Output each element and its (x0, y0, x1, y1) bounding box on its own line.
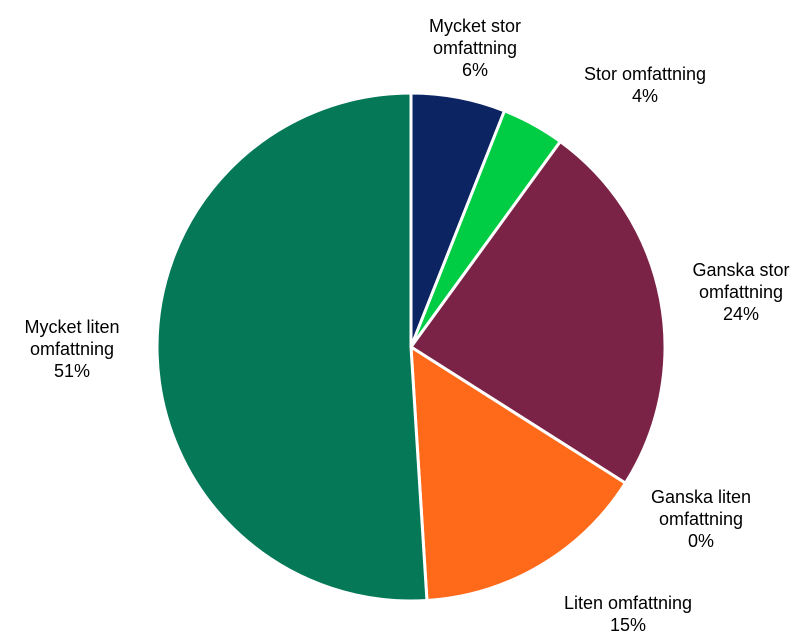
slice-category-label: omfattning (30, 339, 114, 359)
slice-category-label: Ganska liten (651, 487, 751, 507)
slice-label-3: Ganska liten omfattning 0% (651, 487, 751, 551)
pie-slice-5 (155, 91, 429, 603)
slice-percent-label: 24% (723, 304, 759, 324)
slice-label-0: Mycket stor omfattning 6% (429, 16, 521, 80)
slice-label-4: Liten omfattning 15% (564, 593, 692, 633)
slice-category-label: omfattning (659, 509, 743, 529)
slice-category-label: Ganska stor (692, 260, 789, 280)
slice-label-2: Ganska stor omfattning 24% (692, 260, 789, 324)
slice-percent-label: 51% (54, 361, 90, 381)
slice-percent-label: 4% (632, 86, 658, 106)
slice-label-5: Mycket liten omfattning 51% (24, 317, 119, 381)
pie-slice-4 (409, 345, 627, 602)
slice-percent-label: 6% (462, 60, 488, 80)
slice-category-label: Mycket stor (429, 16, 521, 36)
pie-labels: Mycket stor omfattning 6% Stor omfattning 4%… (24, 16, 789, 633)
slice-category-label: omfattning (699, 282, 783, 302)
slice-percent-label: 15% (610, 615, 646, 633)
slice-category-label: Mycket liten (24, 317, 119, 337)
pie-slice-2 (409, 140, 667, 485)
slice-category-label: Liten omfattning (564, 593, 692, 613)
slice-label-1: Stor omfattning 4% (584, 64, 706, 106)
slice-category-label: omfattning (433, 38, 517, 58)
slice-percent-label: 0% (688, 531, 714, 551)
pie-slices (155, 91, 667, 603)
slice-category-label: Stor omfattning (584, 64, 706, 84)
